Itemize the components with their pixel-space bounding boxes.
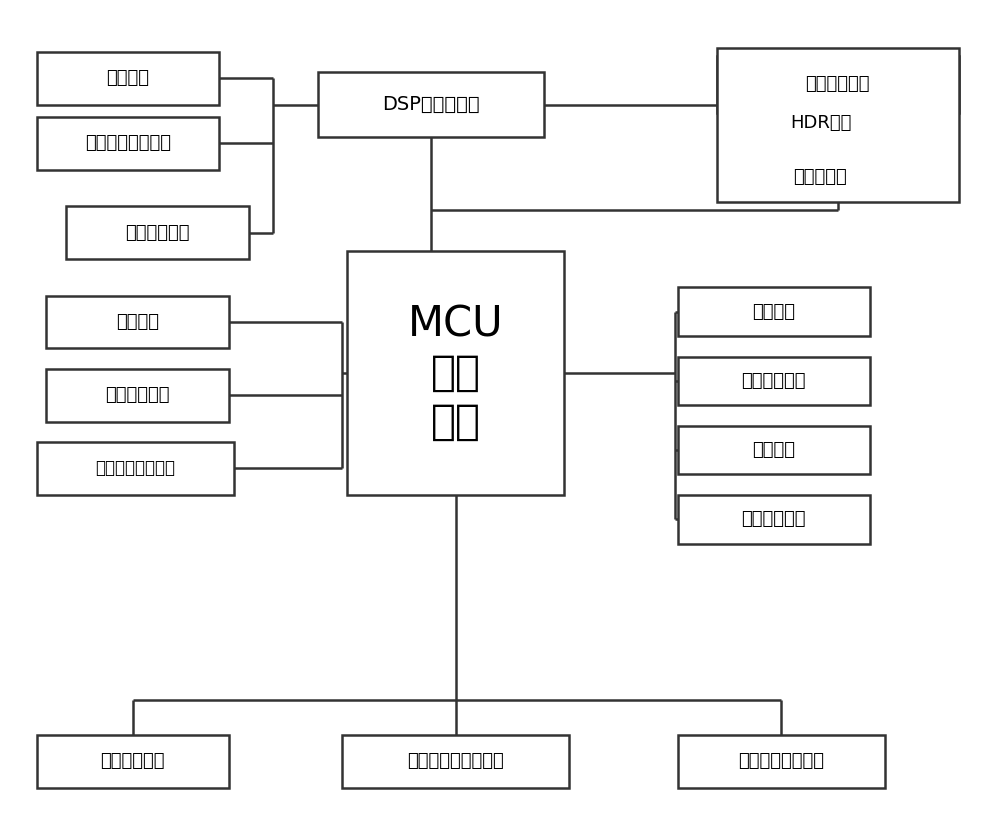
Text: 驱动组件控制芯片: 驱动组件控制芯片 <box>95 459 175 477</box>
Bar <box>37 117 219 170</box>
Text: 补光设备: 补光设备 <box>106 69 149 87</box>
Bar <box>318 72 544 137</box>
Bar <box>342 734 569 787</box>
Text: 通信模块: 通信模块 <box>752 441 795 459</box>
Text: 存储系统: 存储系统 <box>116 313 159 331</box>
Text: 电源管理系统: 电源管理系统 <box>741 372 806 390</box>
Text: DSP图像处理器: DSP图像处理器 <box>382 95 480 114</box>
Text: 雷达监控组件: 雷达监控组件 <box>125 223 190 241</box>
Bar <box>37 734 229 787</box>
Text: 智能可视对讲系统: 智能可视对讲系统 <box>738 752 824 770</box>
Text: 安防系统: 安防系统 <box>752 303 795 321</box>
Bar <box>347 251 564 495</box>
Bar <box>46 369 229 422</box>
Bar <box>46 295 229 348</box>
Bar <box>678 495 870 543</box>
Bar <box>717 55 959 112</box>
Bar <box>678 288 870 337</box>
Bar <box>727 155 914 199</box>
Text: 生物特征采集单元: 生物特征采集单元 <box>85 134 171 152</box>
Bar <box>717 48 959 202</box>
Text: 信息输出模块: 信息输出模块 <box>741 510 806 528</box>
Bar <box>727 100 914 146</box>
Bar <box>678 356 870 405</box>
Text: HDR单元: HDR单元 <box>790 114 851 131</box>
Text: 信号输出装置: 信号输出装置 <box>105 386 170 404</box>
Bar <box>678 734 885 787</box>
Bar <box>37 442 234 495</box>
Text: 声纹识别模块: 声纹识别模块 <box>100 752 165 770</box>
Bar <box>66 206 249 259</box>
Text: 嵌入式后台处理系统: 嵌入式后台处理系统 <box>407 752 504 770</box>
Text: 智能调光组件: 智能调光组件 <box>805 75 870 93</box>
Text: 增减光单元: 增减光单元 <box>794 168 847 186</box>
Text: MCU
微控
制器: MCU 微控 制器 <box>408 304 503 442</box>
Bar <box>678 426 870 475</box>
Bar <box>37 51 219 104</box>
